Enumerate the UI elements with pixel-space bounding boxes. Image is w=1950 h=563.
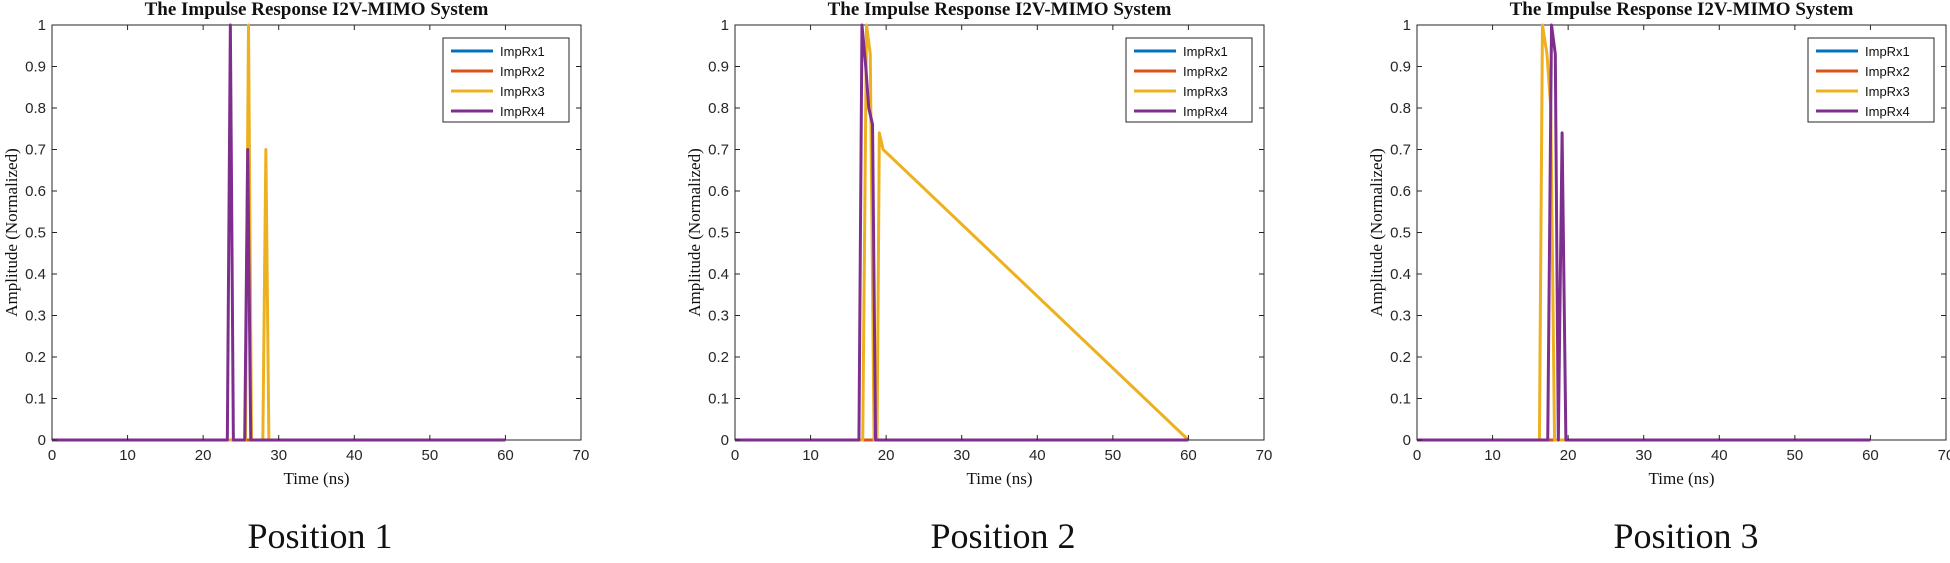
legend: ImpRx1 ImpRx2 ImpRx3 ImpRx4 xyxy=(442,37,570,123)
x-tick-label: 10 xyxy=(1484,447,1501,464)
y-tick-label: 0.2 xyxy=(708,349,729,366)
y-tick-label: 0.7 xyxy=(708,142,729,159)
legend-label-imprx1: ImpRx1 xyxy=(1183,44,1228,59)
legend-label-imprx4: ImpRx4 xyxy=(1183,104,1228,119)
y-tick-label: 1 xyxy=(38,17,46,34)
x-tick-label: 50 xyxy=(422,447,439,464)
x-tick-label: 70 xyxy=(1256,447,1273,464)
x-tick-label: 60 xyxy=(1862,447,1879,464)
series-line-imprx4 xyxy=(1417,23,1871,442)
y-axis-label: Amplitude (Normalized) xyxy=(1367,148,1386,317)
y-tick-label: 0.4 xyxy=(708,266,729,283)
x-tick-label: 70 xyxy=(573,447,590,464)
chart-panel-1: 0 10 20 30 40 50 60 70 0 0.1 0.2 0.3 0.4 0.5 0.6 0.7 0.8… xyxy=(2,0,589,488)
y-tick-label: 0.8 xyxy=(1390,100,1411,117)
legend-label-imprx3: ImpRx3 xyxy=(1183,84,1228,99)
chart-title: The Impulse Response I2V-MIMO System xyxy=(145,0,489,20)
legend-label-imprx2: ImpRx2 xyxy=(1183,64,1228,79)
x-tick-label: 50 xyxy=(1105,447,1122,464)
panel-caption-position-3: Position 3 xyxy=(1613,516,1759,556)
chart-title: The Impulse Response I2V-MIMO System xyxy=(1510,0,1854,20)
y-tick-label: 0.7 xyxy=(25,142,46,159)
x-tick-label: 40 xyxy=(1029,447,1046,464)
y-tick-label: 0.5 xyxy=(1390,225,1411,242)
panel-caption-position-2: Position 2 xyxy=(930,516,1076,556)
x-tick-label: 60 xyxy=(497,447,514,464)
x-tick-label: 60 xyxy=(1180,447,1197,464)
chart-title: The Impulse Response I2V-MIMO System xyxy=(828,0,1172,20)
y-tick-label: 1 xyxy=(1403,17,1411,34)
y-tick-label: 0.6 xyxy=(25,183,46,200)
y-tick-label: 0.9 xyxy=(1390,59,1411,76)
x-tick-label: 0 xyxy=(48,447,56,464)
panel-caption-position-1: Position 1 xyxy=(247,516,393,556)
chart-panel-3: 0 10 20 30 40 50 60 70 0 0.1 0.2 0.3 0.4 0.5 0.6 0.7 0.8… xyxy=(1367,0,1950,488)
x-tick-label: 50 xyxy=(1787,447,1804,464)
x-tick-label: 0 xyxy=(1413,447,1421,464)
y-tick-label: 0 xyxy=(721,432,729,449)
y-tick-label: 1 xyxy=(721,17,729,34)
x-tick-label: 0 xyxy=(731,447,739,464)
series-line-imprx4 xyxy=(735,23,1189,442)
x-tick-label: 20 xyxy=(878,447,895,464)
x-axis-label: Time (ns) xyxy=(967,469,1033,488)
x-axis-label: Time (ns) xyxy=(1649,469,1715,488)
y-tick-label: 0.3 xyxy=(25,308,46,325)
y-tick-label: 0.1 xyxy=(25,391,46,408)
y-tick-label: 0.4 xyxy=(1390,266,1411,283)
y-tick-label: 0.6 xyxy=(1390,183,1411,200)
y-tick-label: 0.6 xyxy=(708,183,729,200)
x-tick-label: 10 xyxy=(119,447,136,464)
y-tick-label: 0.1 xyxy=(1390,391,1411,408)
y-axis-label: Amplitude (Normalized) xyxy=(685,148,704,317)
legend-label-imprx3: ImpRx3 xyxy=(500,84,545,99)
y-tick-label: 0.1 xyxy=(708,391,729,408)
y-tick-label: 0.8 xyxy=(708,100,729,117)
x-tick-label: 20 xyxy=(1560,447,1577,464)
legend-label-imprx2: ImpRx2 xyxy=(1865,64,1910,79)
y-tick-label: 0 xyxy=(38,432,46,449)
y-tick-label: 0.7 xyxy=(1390,142,1411,159)
y-tick-label: 0.8 xyxy=(25,100,46,117)
x-tick-label: 30 xyxy=(1635,447,1652,464)
series-line-imprx4 xyxy=(52,23,506,442)
x-tick-label: 20 xyxy=(195,447,212,464)
legend-label-imprx2: ImpRx2 xyxy=(500,64,545,79)
x-tick-label: 30 xyxy=(953,447,970,464)
legend: ImpRx1 ImpRx2 ImpRx3 ImpRx4 xyxy=(1125,37,1253,123)
y-tick-label: 0.3 xyxy=(708,308,729,325)
y-tick-label: 0.4 xyxy=(25,266,46,283)
y-tick-label: 0.5 xyxy=(708,225,729,242)
legend-label-imprx3: ImpRx3 xyxy=(1865,84,1910,99)
legend-label-imprx4: ImpRx4 xyxy=(500,104,545,119)
y-axis-label: Amplitude (Normalized) xyxy=(2,148,21,317)
y-tick-label: 0.2 xyxy=(1390,349,1411,366)
y-tick-label: 0.5 xyxy=(25,225,46,242)
x-tick-label: 70 xyxy=(1938,447,1950,464)
legend: ImpRx1 ImpRx2 ImpRx3 ImpRx4 xyxy=(1807,37,1935,123)
x-tick-label: 40 xyxy=(1711,447,1728,464)
y-tick-label: 0.9 xyxy=(25,59,46,76)
y-tick-label: 0.3 xyxy=(1390,308,1411,325)
chart-panel-2: 0 10 20 30 40 50 60 70 0 0.1 0.2 0.3 0.4 0.5 0.6 0.7 0.8… xyxy=(685,0,1272,488)
y-tick-label: 0 xyxy=(1403,432,1411,449)
y-tick-label: 0.9 xyxy=(708,59,729,76)
legend-label-imprx1: ImpRx1 xyxy=(500,44,545,59)
x-axis-label: Time (ns) xyxy=(284,469,350,488)
x-tick-label: 30 xyxy=(270,447,287,464)
x-tick-label: 40 xyxy=(346,447,363,464)
series-line-imprx3 xyxy=(735,23,1190,442)
x-tick-label: 10 xyxy=(802,447,819,464)
legend-label-imprx4: ImpRx4 xyxy=(1865,104,1910,119)
legend-label-imprx1: ImpRx1 xyxy=(1865,44,1910,59)
y-tick-label: 0.2 xyxy=(25,349,46,366)
